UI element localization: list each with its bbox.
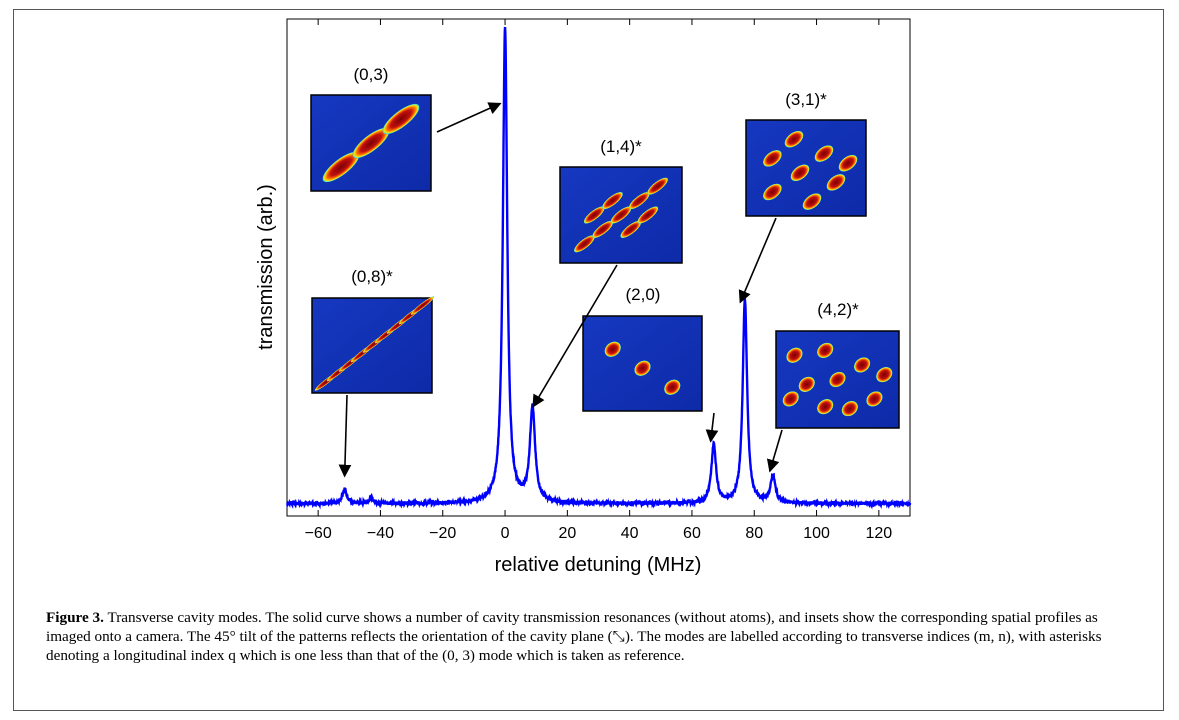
inset-pattern-0-8: (0,8)* (311, 267, 435, 394)
mode-lobe (663, 379, 681, 396)
mode-lobe (816, 398, 834, 415)
mode-lobe (798, 376, 816, 393)
y-axis-label: transmission (arb.) (255, 184, 277, 350)
insets: (0,3) (1,4)* (3,1)* (0,8)* (2,0) (4,2)* (310, 65, 900, 429)
mode-lobe (592, 220, 614, 239)
transmission-curve (286, 26, 912, 510)
inset-image (582, 315, 703, 412)
mode-lobe (826, 173, 846, 191)
mode-lobe (841, 400, 859, 417)
annotation-arrow (705, 412, 719, 443)
mode-lobe (646, 177, 669, 195)
mode-lobe (875, 366, 893, 383)
caption-text: Transverse cavity modes. The solid curve… (46, 609, 1102, 664)
mode-lobe (604, 341, 622, 358)
annotation-arrow (532, 264, 618, 408)
inset-pattern-3-1: (3,1)* (745, 90, 867, 217)
annotation-arrow (766, 429, 783, 473)
transmission-curve-layer (286, 26, 912, 510)
mode-lobe (352, 127, 390, 159)
x-tick-label: 100 (803, 525, 830, 542)
mode-lobe (620, 220, 642, 239)
mode-lobe (762, 183, 782, 201)
x-tick-label: 80 (745, 525, 763, 542)
mode-lobe (382, 103, 420, 135)
mode-lobe (601, 191, 624, 210)
mode-lobe (838, 154, 858, 172)
mode-lobe (866, 391, 883, 407)
mode-lobe (786, 347, 803, 364)
mode-label: (3,1)* (785, 90, 827, 109)
x-tick-label: −40 (367, 525, 394, 542)
mode-label: (4,2)* (817, 300, 859, 319)
annotation-arrow (436, 102, 502, 133)
x-tick-label: 20 (558, 525, 576, 542)
mode-label: (1,4)* (600, 137, 642, 156)
x-tick-label: −60 (305, 525, 332, 542)
mode-lobe (628, 191, 650, 210)
x-tick-label: −20 (429, 525, 456, 542)
arrows (338, 102, 783, 478)
annotation-arrow (338, 394, 352, 478)
x-tick-label: 120 (865, 525, 892, 542)
figure-caption: Figure 3. Transverse cavity modes. The s… (46, 608, 1136, 665)
x-axis-label: relative detuning (MHz) (495, 554, 702, 576)
mode-lobe (583, 206, 605, 224)
x-tick-label: 40 (621, 525, 639, 542)
inset-pattern-4-2: (4,2)* (775, 300, 900, 429)
mode-lobe (610, 206, 632, 224)
inset-pattern-1-4: (1,4)* (559, 137, 683, 264)
inset-pattern-0-3: (0,3) (310, 65, 432, 192)
mode-lobe (814, 145, 834, 163)
mode-label: (0,8)* (351, 267, 393, 286)
mode-lobe (782, 391, 800, 407)
mode-lobe (853, 357, 871, 373)
x-tick-label: 0 (501, 525, 510, 542)
mode-label: (0,3) (354, 65, 389, 84)
mode-lobe (829, 371, 846, 388)
mode-lobe (573, 235, 596, 253)
annotation-arrow (738, 217, 777, 304)
x-tick-label: 60 (683, 525, 701, 542)
mode-lobe (762, 149, 782, 167)
mode-lobe (322, 151, 360, 183)
mode-lobe (410, 296, 435, 316)
mode-lobe (784, 130, 804, 148)
mode-lobe (790, 164, 810, 182)
chart: −60 −40 −20 0 20 40 60 80 100 120 (0,3) (1,4)* (3,1… (255, 18, 912, 576)
mode-lobe (816, 342, 834, 359)
figure-frame (13, 9, 1164, 711)
inset-pattern-2-0: (2,0) (582, 285, 703, 412)
x-ticks: −60 −40 −20 0 20 40 60 80 100 120 (305, 19, 892, 542)
caption-figure-label: Figure 3. (46, 609, 104, 626)
mode-lobe (634, 360, 651, 377)
mode-lobe (802, 193, 822, 211)
mode-lobe (637, 206, 659, 224)
mode-label: (2,0) (626, 285, 661, 304)
